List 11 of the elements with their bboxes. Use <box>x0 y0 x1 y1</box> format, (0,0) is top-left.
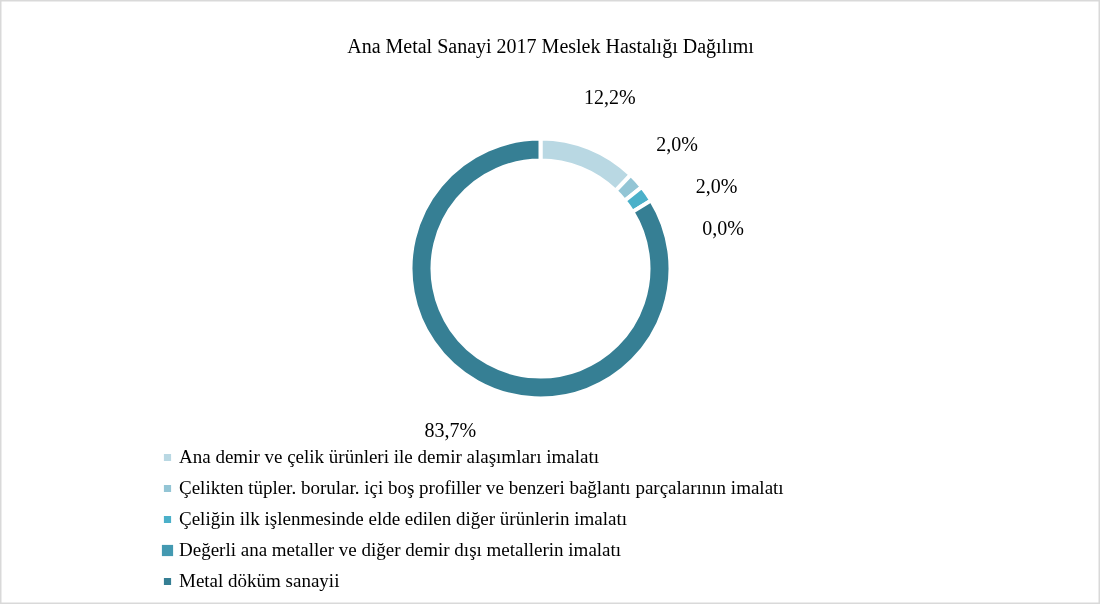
legend-label: Değerli ana metaller ve diğer demir dışı metallerin imalatı <box>179 539 622 561</box>
legend-label: Metal döküm sanayii <box>179 570 340 592</box>
legend-label: Çelikten tüpler. borular. içi boş profiller ve benzeri bağlantı parçalarının imalatı <box>179 477 784 499</box>
data-label: 2,0% <box>695 174 738 197</box>
text: 0,0% <box>702 216 744 239</box>
data-label: 12,2% <box>583 85 636 108</box>
chart-title: Ana Metal Sanayi 2017 Meslek Hastalığı Dağılımı <box>347 34 755 58</box>
data-label: 2,0% <box>656 132 698 155</box>
legend-label: Çeliğin ilk işlenmesinde elde edilen diğer ürünlerin imalatı <box>179 508 627 530</box>
legend-label: Ana demir ve çelik ürünleri ile demir alaşımları imalatı <box>179 446 599 468</box>
data-label: 83,7% <box>424 419 477 442</box>
